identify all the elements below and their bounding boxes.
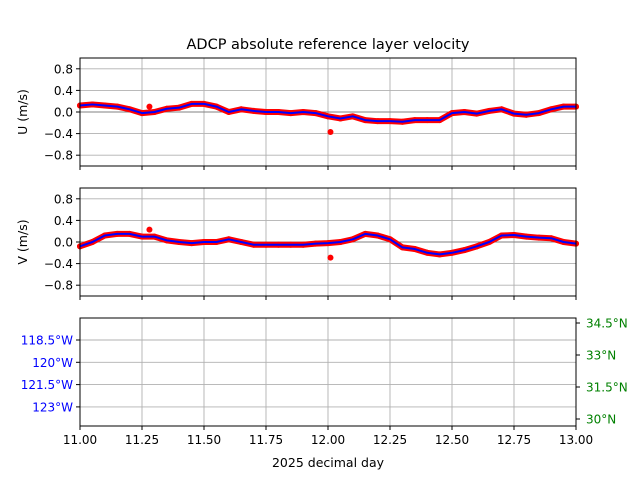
lat-tick-label: 33°N xyxy=(586,349,616,363)
x-tick-label: 12.00 xyxy=(311,433,345,447)
lat-tick-label: 30°N xyxy=(586,413,616,427)
x-tick-label: 11.00 xyxy=(63,433,97,447)
y-axis-label: V (m/s) xyxy=(15,219,30,264)
y-tick-label: −0.8 xyxy=(44,149,73,163)
lon-tick-label: 120°W xyxy=(32,356,73,370)
y-tick-label: 0.0 xyxy=(54,236,73,250)
smoothed-series-line xyxy=(79,102,576,123)
lat-tick-label: 34.5°N xyxy=(586,317,628,331)
outlier-point xyxy=(146,226,153,233)
x-axis-label: 2025 decimal day xyxy=(272,455,385,470)
y-tick-label: 0.0 xyxy=(54,106,73,120)
x-tick-label: 12.25 xyxy=(373,433,407,447)
lon-tick-label: 123°W xyxy=(32,400,73,414)
panel-2: 0.8 0.4 0.0 −0.4 −0.8 V (m/s) xyxy=(15,187,579,300)
axes-frame xyxy=(79,187,577,297)
smoothed-series-line xyxy=(79,232,577,256)
lon-tick-label: 121.5°W xyxy=(21,378,73,392)
y-axis-label: U (m/s) xyxy=(15,89,30,135)
y-tick-label: 0.4 xyxy=(54,214,73,228)
y-tick-label: −0.4 xyxy=(44,257,73,271)
axes-frame xyxy=(79,317,577,427)
chart-title: ADCP absolute reference layer velocity xyxy=(186,37,469,53)
axes-frame xyxy=(79,57,577,167)
panel-1: 0.8 0.4 0.0 −0.4 −0.8 U (m/s) xyxy=(15,57,579,170)
panel-3: 118.5°W 120°W 121.5°W 123°W 34.5°N 33°N 31.5°N… xyxy=(21,317,628,448)
outlier-point xyxy=(327,128,334,135)
y-tick-label: −0.4 xyxy=(44,127,73,141)
x-tick-label: 12.75 xyxy=(497,433,531,447)
x-tick-label: 11.75 xyxy=(249,433,283,447)
lat-tick-label: 31.5°N xyxy=(586,381,628,395)
y-tick-label: 0.8 xyxy=(54,192,73,206)
x-tick-label: 11.50 xyxy=(187,433,221,447)
x-tick-label: 11.25 xyxy=(125,433,159,447)
x-tick-label: 12.50 xyxy=(435,433,469,447)
lon-tick-label: 118.5°W xyxy=(21,334,73,348)
y-tick-label: 0.8 xyxy=(54,62,73,76)
x-tick-label: 13.00 xyxy=(559,433,593,447)
panels: 0.8 0.4 0.0 −0.4 −0.8 U (m/s) 0.8 0.4 0.0 −0.4 −0.… xyxy=(15,57,628,448)
y-tick-label: −0.8 xyxy=(44,279,73,293)
outlier-point xyxy=(327,254,334,261)
y-tick-label: 0.4 xyxy=(54,84,73,98)
outlier-point xyxy=(146,103,153,110)
